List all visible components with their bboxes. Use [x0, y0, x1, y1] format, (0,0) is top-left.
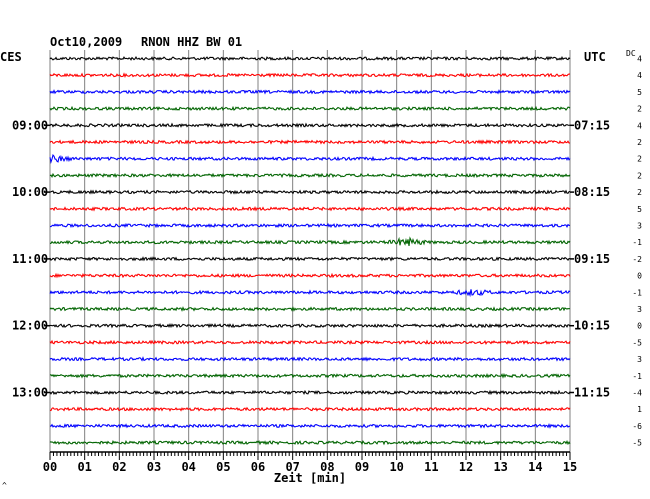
trace-row-7	[49, 154, 571, 164]
trace-row-17	[49, 322, 571, 329]
trace-row-12	[49, 236, 571, 247]
left-zone-label: CES	[0, 50, 22, 64]
x-tick-label-07: 07	[285, 460, 299, 474]
dc-offset-row-11: 3	[637, 222, 642, 231]
dc-offset-row-12: -1	[632, 238, 642, 247]
trace-row-14	[49, 272, 571, 279]
chart-station: RNON HHZ BW 01	[141, 35, 242, 49]
trace-row-1	[49, 55, 571, 62]
trace-row-3	[49, 89, 571, 95]
dc-offset-row-2: 4	[637, 71, 642, 80]
trace-row-23	[49, 423, 571, 429]
trace-row-20	[49, 372, 571, 379]
trace-row-16	[49, 306, 571, 312]
trace-row-8	[49, 172, 571, 179]
trace-row-10	[49, 205, 571, 212]
dc-label: DC	[626, 49, 636, 58]
dc-offset-row-7: 2	[637, 155, 642, 164]
trace-row-2	[49, 72, 571, 78]
dc-offset-row-10: 5	[637, 205, 642, 214]
x-tick-label-09: 09	[355, 460, 369, 474]
x-tick-label-02: 02	[112, 460, 126, 474]
dc-offset-row-4: 2	[637, 105, 642, 114]
x-axis: 00 01 02 03 04 05 06 07 08 09 10 11 12 13 14 15	[43, 451, 577, 474]
trace-row-24	[49, 439, 571, 446]
right-zone-label: UTC	[584, 50, 606, 64]
left-time-label-0900: 09:00	[12, 118, 48, 132]
x-tick-label-00: 00	[43, 460, 57, 474]
x-tick-label-11: 11	[424, 460, 438, 474]
x-tick-label-03: 03	[147, 460, 161, 474]
dc-offset-values: 4 4 5 2 4 2 2 2 2 5 3 -1 -2 0 -1 3 0 -5 3 -1 -4 1 -6 -5	[632, 55, 642, 448]
trace-row-18	[49, 339, 571, 346]
time-labels: 09:00 10:00 11:00 12:00 13:00 07:15 08:15 09:15…	[12, 118, 610, 399]
right-time-label-0815: 08:15	[574, 185, 610, 199]
corner-mark: ^	[2, 481, 7, 490]
dc-offset-row-15: -1	[632, 288, 642, 297]
dc-offset-row-14: 0	[637, 272, 642, 281]
right-time-label-1115: 11:15	[574, 386, 610, 400]
dc-offset-row-19: 3	[637, 355, 642, 364]
dc-offset-row-23: -6	[632, 422, 642, 431]
trace-row-13	[49, 256, 571, 262]
dc-offset-row-17: 0	[637, 322, 642, 331]
x-tick-label-08: 08	[320, 460, 334, 474]
left-time-label-1200: 12:00	[12, 319, 48, 333]
x-axis-label: Zeit [min]	[274, 471, 346, 485]
dc-offset-row-8: 2	[637, 171, 642, 180]
trace-row-6	[49, 139, 571, 145]
dc-offset-row-6: 2	[637, 138, 642, 147]
left-time-label-1100: 11:00	[12, 252, 48, 266]
chart-grid	[49, 50, 571, 452]
left-time-label-1300: 13:00	[12, 386, 48, 400]
dc-offset-row-22: 1	[637, 405, 642, 414]
x-tick-label-15: 15	[563, 460, 577, 474]
trace-row-21	[49, 389, 571, 396]
dc-offset-row-16: 3	[637, 305, 642, 314]
trace-group	[49, 55, 571, 446]
dc-offset-row-9: 2	[637, 188, 642, 197]
dc-offset-row-21: -4	[632, 389, 642, 398]
dc-offset-row-3: 5	[637, 88, 642, 97]
x-tick-label-12: 12	[459, 460, 473, 474]
dc-offset-row-20: -1	[632, 372, 642, 381]
x-tick-label-01: 01	[77, 460, 91, 474]
dc-offset-row-1: 4	[637, 55, 642, 64]
right-time-label-1015: 10:15	[574, 319, 610, 333]
dc-offset-row-18: -5	[632, 338, 642, 347]
x-tick-label-13: 13	[493, 460, 507, 474]
x-tick-label-06: 06	[251, 460, 265, 474]
dc-offset-row-5: 4	[637, 121, 642, 130]
trace-row-15	[49, 289, 571, 298]
trace-row-11	[49, 222, 571, 229]
trace-row-22	[49, 406, 571, 412]
right-time-label-0915: 09:15	[574, 252, 610, 266]
x-tick-label-05: 05	[216, 460, 230, 474]
x-tick-label-04: 04	[181, 460, 195, 474]
chart-date: Oct10,2009	[50, 35, 122, 49]
trace-row-4	[49, 105, 571, 112]
trace-row-19	[49, 356, 571, 362]
left-time-label-1000: 10:00	[12, 185, 48, 199]
x-tick-label-10: 10	[389, 460, 403, 474]
right-time-label-0715: 07:15	[574, 118, 610, 132]
dc-offset-row-24: -5	[632, 439, 642, 448]
trace-row-9	[49, 189, 571, 195]
x-tick-label-14: 14	[528, 460, 542, 474]
dc-offset-row-13: -2	[632, 255, 642, 264]
trace-row-5	[49, 122, 571, 129]
